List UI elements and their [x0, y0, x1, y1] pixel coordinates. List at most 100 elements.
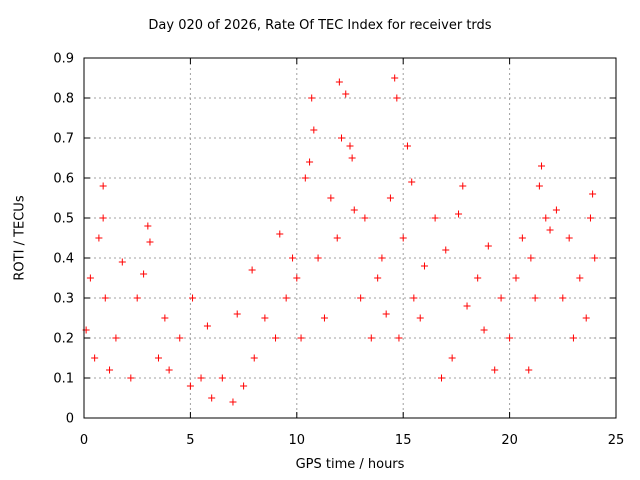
y-tick-label: 0.8 — [53, 92, 74, 107]
data-point — [276, 230, 284, 238]
data-point — [282, 294, 290, 302]
data-point — [484, 242, 492, 250]
data-point — [250, 354, 258, 362]
data-point — [386, 194, 394, 202]
data-point — [408, 178, 416, 186]
data-point — [576, 274, 584, 282]
data-point — [455, 210, 463, 218]
data-point — [189, 294, 197, 302]
y-tick-label: 0.9 — [53, 52, 74, 67]
data-points — [82, 74, 599, 406]
data-point — [208, 394, 216, 402]
data-point — [203, 322, 211, 330]
data-point — [197, 374, 205, 382]
data-point — [133, 294, 141, 302]
data-point — [474, 274, 482, 282]
data-point — [127, 374, 135, 382]
plot-frame — [83, 57, 617, 419]
data-point — [410, 294, 418, 302]
data-point — [176, 334, 184, 342]
data-point — [293, 274, 301, 282]
data-point — [112, 334, 120, 342]
data-point — [333, 234, 341, 242]
y-tick-label: 0.3 — [53, 292, 74, 307]
data-point — [348, 154, 356, 162]
data-point — [442, 246, 450, 254]
x-tick-label: 15 — [395, 433, 412, 448]
x-tick-label: 0 — [80, 433, 88, 448]
data-point — [86, 274, 94, 282]
axis-ticks: 0 0.1 0.2 0.3 0.4 0.5 0.6 0.7 0.8 0.9 0 5 10 15 20 25 — [53, 52, 624, 449]
x-axis-label: GPS time / hours — [295, 457, 405, 472]
data-point — [393, 94, 401, 102]
data-point — [165, 366, 173, 374]
data-point — [233, 310, 241, 318]
data-point — [99, 214, 107, 222]
data-point — [416, 314, 424, 322]
data-point — [146, 238, 154, 246]
data-point — [248, 266, 256, 274]
data-point — [289, 254, 297, 262]
data-point — [186, 382, 194, 390]
data-point — [403, 142, 411, 150]
x-tick-label: 25 — [608, 433, 625, 448]
y-tick-label: 0.2 — [53, 332, 74, 347]
grid-lines — [84, 58, 616, 418]
data-point — [101, 294, 109, 302]
data-point — [591, 254, 599, 262]
data-point — [337, 134, 345, 142]
y-tick-label: 0.7 — [53, 132, 74, 147]
data-point — [310, 126, 318, 134]
data-point — [559, 294, 567, 302]
data-point — [99, 182, 107, 190]
data-point — [531, 294, 539, 302]
data-point — [420, 262, 428, 270]
data-point — [314, 254, 322, 262]
data-point — [395, 334, 403, 342]
data-point — [525, 366, 533, 374]
data-point — [335, 78, 343, 86]
data-point — [459, 182, 467, 190]
data-point — [378, 254, 386, 262]
data-point — [342, 90, 350, 98]
y-tick-label: 0.5 — [53, 212, 74, 227]
x-tick-label: 5 — [186, 433, 194, 448]
data-point — [229, 398, 237, 406]
data-point — [491, 366, 499, 374]
data-point — [240, 382, 248, 390]
data-point — [582, 314, 590, 322]
data-point — [382, 310, 390, 318]
data-point — [586, 214, 594, 222]
data-point — [361, 214, 369, 222]
data-point — [506, 334, 514, 342]
y-tick-label: 0.6 — [53, 172, 74, 187]
data-point — [297, 334, 305, 342]
data-point — [272, 334, 280, 342]
data-point — [327, 194, 335, 202]
data-point — [589, 190, 597, 198]
data-point — [538, 162, 546, 170]
y-tick-label: 0.1 — [53, 372, 74, 387]
data-point — [308, 94, 316, 102]
data-point — [448, 354, 456, 362]
x-tick-label: 20 — [501, 433, 518, 448]
data-point — [144, 222, 152, 230]
data-point — [399, 234, 407, 242]
data-point — [118, 258, 126, 266]
data-point — [565, 234, 573, 242]
data-point — [95, 234, 103, 242]
data-point — [91, 354, 99, 362]
data-point — [261, 314, 269, 322]
y-tick-label: 0 — [66, 412, 74, 427]
data-point — [320, 314, 328, 322]
data-point — [527, 254, 535, 262]
data-point — [350, 206, 358, 214]
data-point — [438, 374, 446, 382]
data-point — [161, 314, 169, 322]
data-point — [391, 74, 399, 82]
data-point — [431, 214, 439, 222]
data-point — [301, 174, 309, 182]
data-point — [306, 158, 314, 166]
y-tick-label: 0.4 — [53, 252, 74, 267]
